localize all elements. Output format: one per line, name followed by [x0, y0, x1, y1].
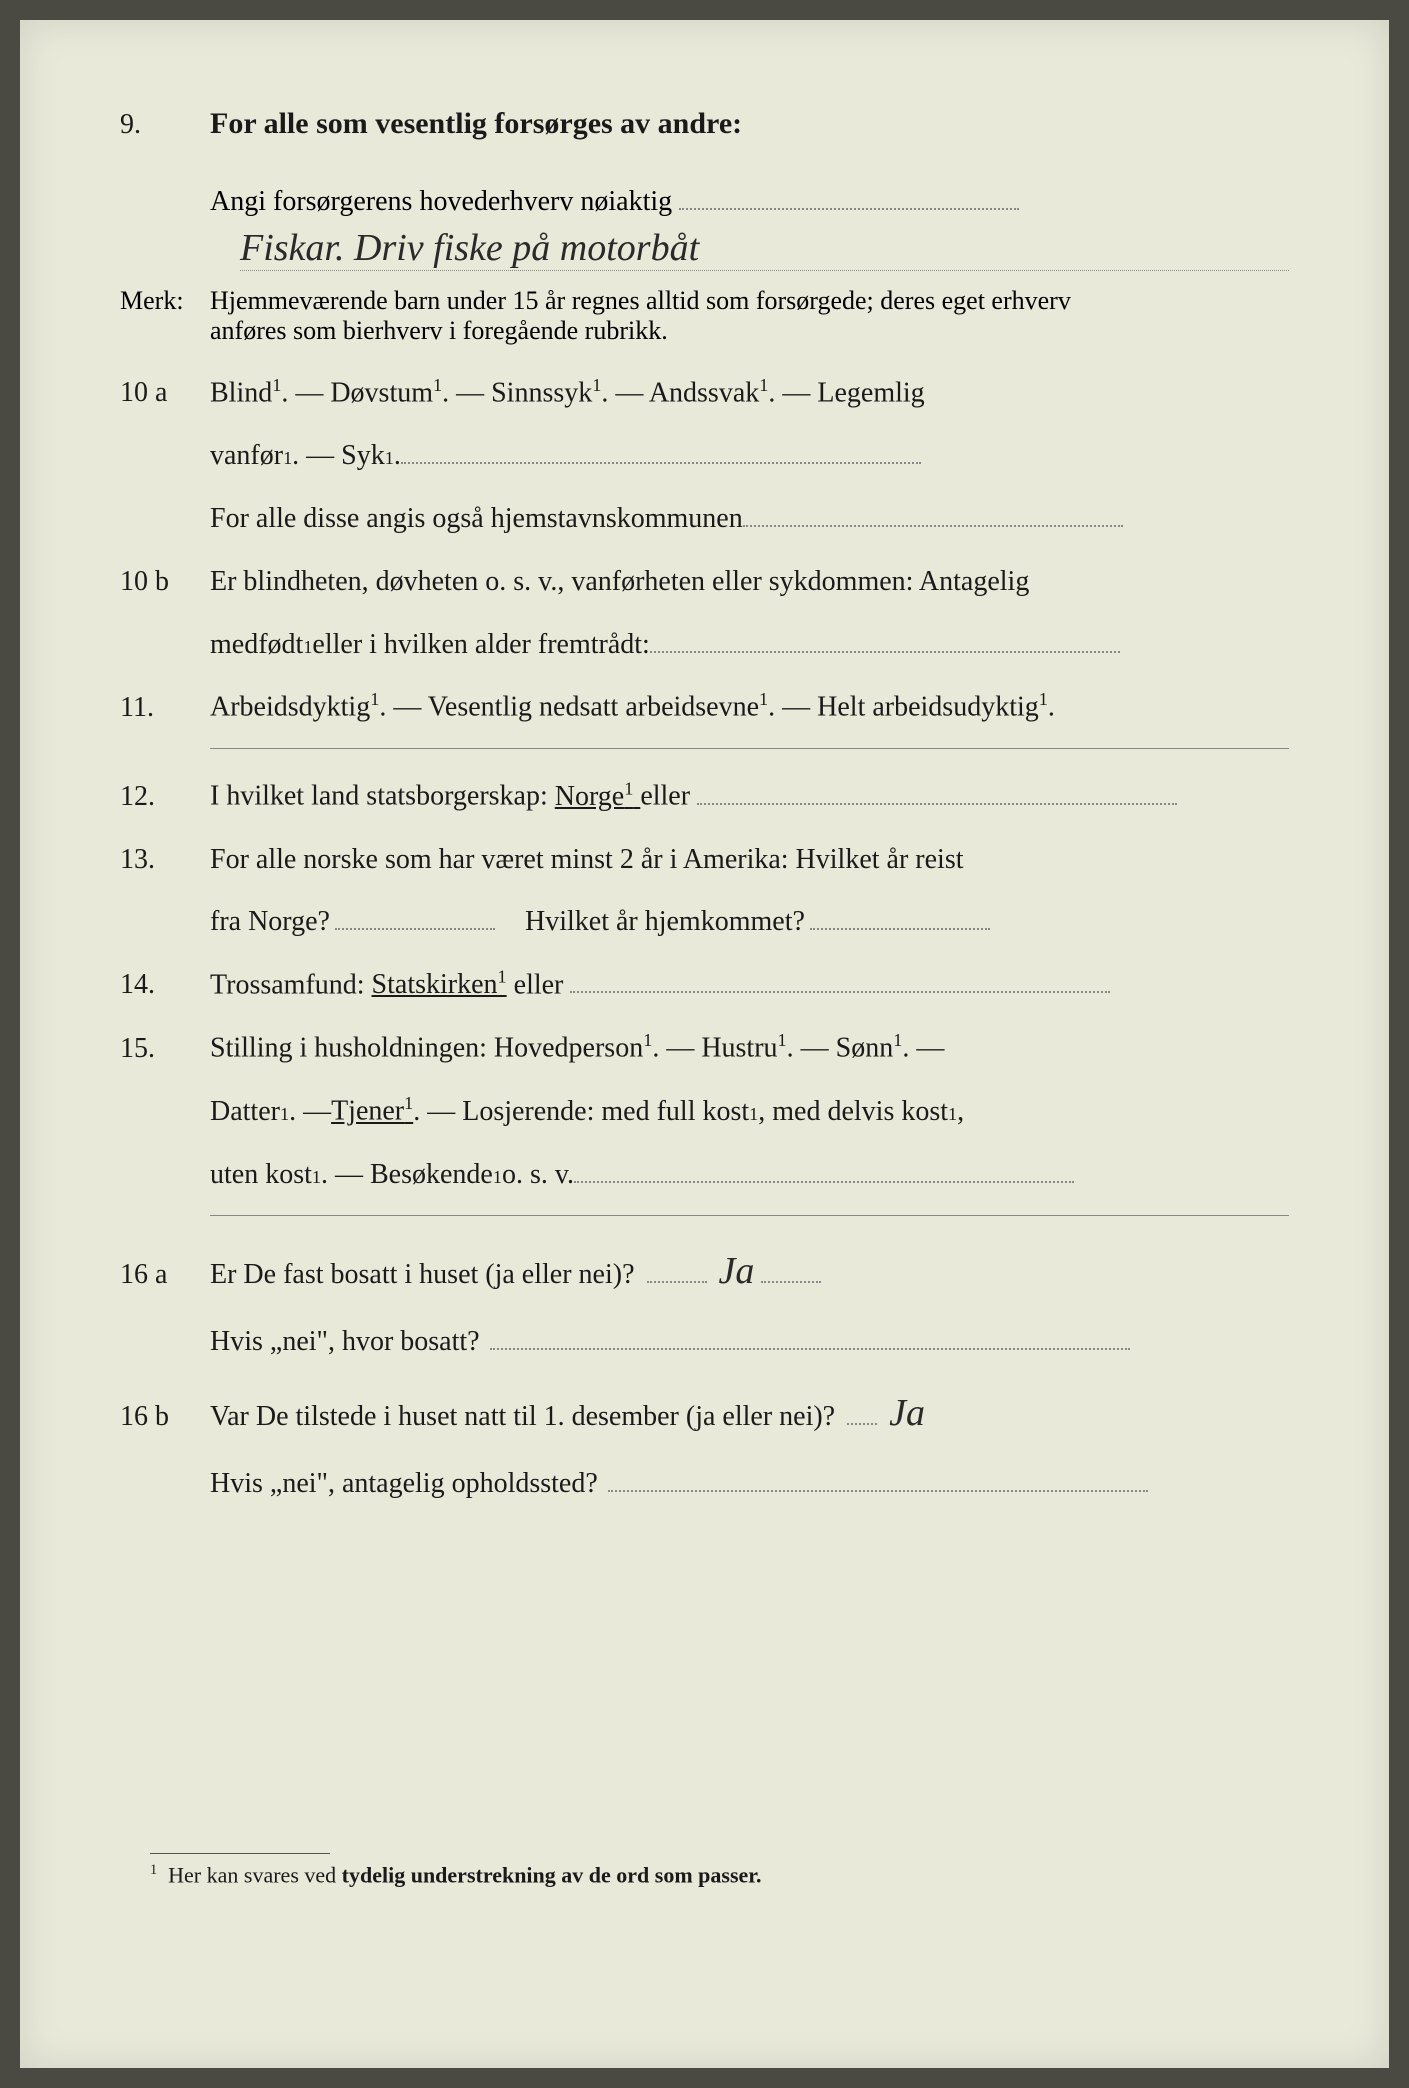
merk-text1: Hjemmeværende barn under 15 år regnes al…	[210, 286, 1071, 316]
q10a-row2: vanfør1. — Syk1.	[210, 434, 1289, 479]
merk-label: Merk:	[120, 286, 210, 316]
q15-row2: Datter1. — Tjener1. — Losjerende: med fu…	[210, 1089, 1289, 1134]
q16a-num: 16 a	[120, 1253, 210, 1298]
q13-line2b: Hvilket år hjemkommet?	[525, 900, 805, 945]
q16b-answer: Ja	[889, 1392, 925, 1434]
q10a-num: 10 a	[120, 371, 210, 416]
q9-subtitle-row: Angi forsørgerens hovederhverv nøiaktig	[210, 186, 1289, 218]
q14-row: 14. Trossamfund: Statskirken1 eller	[120, 963, 1289, 1008]
q13-row1: 13. For alle norske som har været minst …	[120, 838, 1289, 883]
q11-num: 11.	[120, 686, 210, 731]
q16b-content1: Var De tilstede i huset natt til 1. dese…	[210, 1383, 1289, 1444]
q10b-num: 10 b	[120, 560, 210, 605]
footnote-text: Her kan svares ved	[168, 1862, 342, 1887]
q11-content: Arbeidsdyktig1. — Vesentlig nedsatt arbe…	[210, 685, 1289, 730]
q13-num: 13.	[120, 838, 210, 883]
footnote: 1 Her kan svares ved tydelig understrekn…	[150, 1853, 762, 1888]
q14-num: 14.	[120, 963, 210, 1008]
merk-row2: anføres som bierhverv i foregående rubri…	[120, 316, 1289, 346]
q16b-row1: 16 b Var De tilstede i huset natt til 1.…	[120, 1383, 1289, 1444]
q9-answer-row: Fiskar. Driv fiske på motorbåt	[240, 226, 1289, 271]
q16b-num: 16 b	[120, 1395, 210, 1440]
q14-fill	[570, 991, 1110, 993]
q10a-row1: 10 a Blind1. — Døvstum1. — Sinnssyk1. — …	[120, 371, 1289, 416]
q13-row2: fra Norge? Hvilket år hjemkommet?	[210, 900, 1289, 945]
q9-num: 9.	[120, 103, 210, 148]
q10a-line3: For alle disse angis også hjemstavnskomm…	[210, 497, 743, 542]
footnote-bold: tydelig understrekning av de ord som pas…	[342, 1862, 762, 1887]
footnote-divider	[150, 1853, 330, 1854]
q12-content: I hvilket land statsborgerskap: Norge1 e…	[210, 774, 1289, 819]
q13-fill1	[335, 928, 495, 930]
q10b-row2: medfødt1 eller i hvilken alder fremtrådt…	[210, 623, 1289, 668]
q13-fill2	[810, 928, 990, 930]
q15-fill	[574, 1181, 1074, 1183]
q10a-fill2	[743, 525, 1123, 527]
q16a-fill	[490, 1348, 1130, 1350]
q16b-line2: Hvis „nei", antagelig opholdssted?	[210, 1462, 598, 1507]
q12-num: 12.	[120, 775, 210, 820]
q10b-row1: 10 b Er blindheten, døvheten o. s. v., v…	[120, 560, 1289, 605]
q15-line1: Stilling i husholdningen: Hovedperson1. …	[210, 1026, 1289, 1071]
q14-content: Trossamfund: Statskirken1 eller	[210, 963, 1289, 1008]
q12-row: 12. I hvilket land statsborgerskap: Norg…	[120, 774, 1289, 819]
divider-1	[210, 748, 1289, 749]
merk-row1: Merk: Hjemmeværende barn under 15 år reg…	[120, 286, 1289, 316]
q10a-row3: For alle disse angis også hjemstavnskomm…	[210, 497, 1289, 542]
footnote-marker: 1	[150, 1862, 157, 1878]
q16a-answer: Ja	[719, 1250, 755, 1292]
q16a-content1: Er De fast bosatt i huset (ja eller nei)…	[210, 1241, 1289, 1302]
q16b-row2: Hvis „nei", antagelig opholdssted?	[210, 1462, 1289, 1507]
q11-row: 11. Arbeidsdyktig1. — Vesentlig nedsatt …	[120, 685, 1289, 730]
census-form-page: 9. For alle som vesentlig forsørges av a…	[20, 20, 1389, 2068]
q13-line2a: fra Norge?	[210, 900, 330, 945]
q16a-row2: Hvis „nei", hvor bosatt?	[210, 1320, 1289, 1365]
merk-text2: anføres som bierhverv i foregående rubri…	[210, 316, 668, 346]
q15-row3: uten kost1. — Besøkende1 o. s. v.	[210, 1153, 1289, 1198]
q15-num: 15.	[120, 1027, 210, 1072]
q10a-fill1	[401, 462, 921, 464]
q9-handwritten: Fiskar. Driv fiske på motorbåt	[240, 227, 699, 269]
q16a-line2: Hvis „nei", hvor bosatt?	[210, 1320, 480, 1365]
divider-2	[210, 1215, 1289, 1216]
q9-fill	[679, 208, 1019, 210]
q12-fill	[697, 803, 1177, 805]
q9-title: For alle som vesentlig forsørges av andr…	[210, 100, 1289, 148]
q10a-line1: Blind1. — Døvstum1. — Sinnssyk1. — Andss…	[210, 371, 1289, 416]
q10b-line1: Er blindheten, døvheten o. s. v., vanfør…	[210, 560, 1289, 605]
q16b-fill	[608, 1490, 1148, 1492]
q9-header: 9. For alle som vesentlig forsørges av a…	[120, 100, 1289, 168]
q15-row1: 15. Stilling i husholdningen: Hovedperso…	[120, 1026, 1289, 1071]
q9-subtitle: Angi forsørgerens hovederhverv nøiaktig	[210, 186, 672, 217]
q13-line1: For alle norske som har været minst 2 år…	[210, 838, 1289, 883]
q10b-fill	[650, 651, 1120, 653]
q16a-row1: 16 a Er De fast bosatt i huset (ja eller…	[120, 1241, 1289, 1302]
